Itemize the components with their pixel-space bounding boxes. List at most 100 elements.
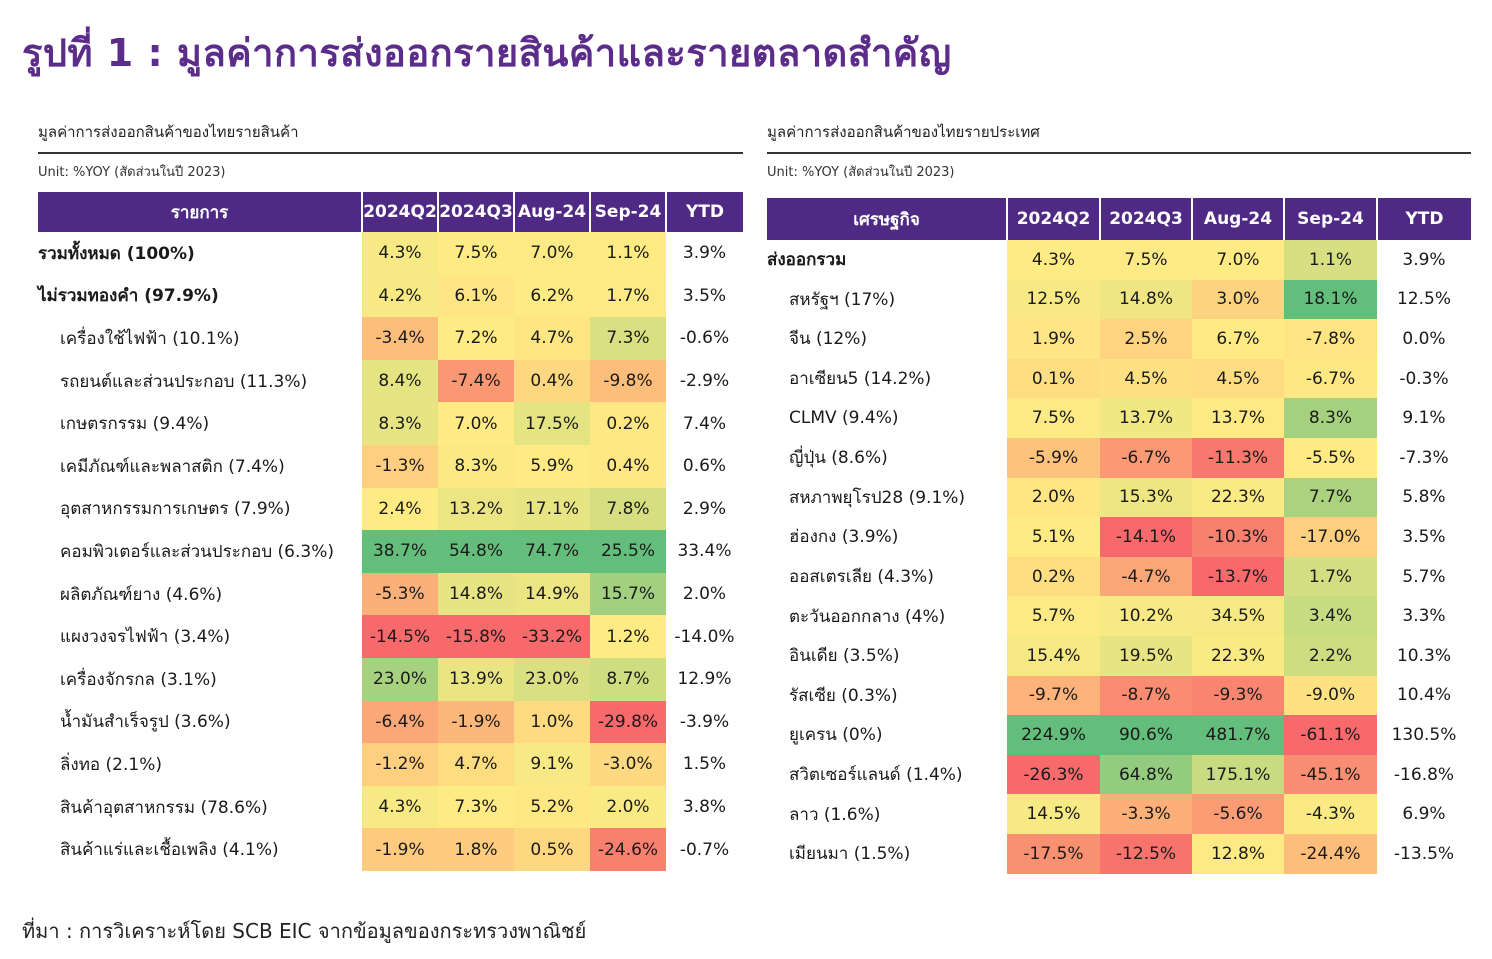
row-label: เมียนมา (1.5%) [789, 844, 911, 865]
table-row: ฮ่องกง (3.9%) 5.1% -14.1% -10.3% -17.0% 3.5% [767, 517, 1471, 557]
value-cell: 0.2% [1007, 556, 1100, 597]
value-cell: 175.1% [1192, 754, 1284, 795]
page-title: รูปที่ 1 : มูลค่าการส่งออกรายสินค้าและรา… [22, 31, 952, 75]
ytd-cell: 2.0% [666, 572, 743, 616]
value-cell: 4.3% [362, 785, 438, 829]
ytd-cell: 3.9% [666, 232, 743, 275]
value-cell: 7.3% [438, 785, 514, 829]
row-label: คอมพิวเตอร์และส่วนประกอบ (6.3%) [60, 541, 334, 562]
left-header-1: 2024Q2 [361, 192, 438, 232]
value-cell: -15.8% [438, 615, 514, 658]
value-cell: 8.3% [1284, 398, 1377, 438]
value-cell: 0.4% [590, 444, 666, 488]
value-cell: 15.3% [1100, 477, 1192, 518]
table-row: CLMV (9.4%) 7.5% 13.7% 13.7% 8.3% 9.1% [767, 398, 1471, 438]
value-cell: 2.0% [590, 785, 666, 829]
value-cell: -13.7% [1192, 556, 1284, 597]
value-cell: 2.5% [1100, 319, 1192, 359]
table-row: สินค้าแร่และเชื้อเพลิง (4.1%) -1.9% 1.8% 0.… [38, 828, 743, 871]
value-cell: 2.4% [362, 487, 438, 531]
value-cell: -5.3% [362, 572, 438, 616]
value-cell: 7.0% [514, 232, 590, 275]
country-export-table: เศรษฐกิจ 2024Q2 2024Q3 Aug-24 Sep-24 YTD ส่งอ… [767, 198, 1471, 874]
table-row: รถยนต์และส่วนประกอบ (11.3%) 8.4% -7.4% 0.4%… [38, 359, 743, 403]
value-cell: 13.9% [438, 657, 514, 701]
value-cell: -1.9% [362, 828, 438, 871]
value-cell: 8.3% [438, 444, 514, 488]
value-cell: 3.0% [1192, 279, 1284, 320]
value-cell: -5.5% [1284, 437, 1377, 478]
value-cell: 7.3% [590, 317, 666, 360]
ytd-cell: -3.9% [666, 700, 743, 744]
left-header-5: YTD [665, 192, 743, 232]
value-cell: -1.3% [362, 444, 438, 488]
row-label: จีน (12%) [789, 329, 868, 350]
value-cell: 14.9% [514, 572, 590, 616]
value-cell: 14.8% [438, 572, 514, 616]
ytd-cell: 5.8% [1377, 477, 1471, 518]
value-cell: 19.5% [1100, 635, 1192, 676]
value-cell: 12.8% [1192, 833, 1284, 874]
table-row: ยูเครน (0%) 224.9% 90.6% 481.7% -61.1% 130.5% [767, 715, 1471, 755]
value-cell: 74.7% [514, 530, 590, 573]
value-cell: 3.4% [1284, 596, 1377, 636]
row-label: ฮ่องกง (3.9%) [789, 527, 899, 548]
ytd-cell: 9.1% [1377, 398, 1471, 438]
ytd-cell: 3.3% [1377, 596, 1471, 636]
value-cell: 25.5% [590, 530, 666, 573]
table-row: รวมทั้งหมด (100%) 4.3% 7.5% 7.0% 1.1% 3.9% [38, 232, 743, 275]
value-cell: -7.8% [1284, 319, 1377, 359]
row-label: รัสเซีย (0.3%) [789, 685, 898, 706]
value-cell: -3.4% [362, 317, 438, 360]
table-row: แผงวงจรไฟฟ้า (3.4%) -14.5% -15.8% -33.2% 1.2… [38, 615, 743, 658]
source-note: ที่มา : การวิเคราะห์โดย SCB EIC จากข้อมู… [22, 919, 587, 943]
row-label: เคมีภัณฑ์และพลาสติก (7.4%) [60, 456, 285, 477]
value-cell: -3.3% [1100, 794, 1192, 834]
value-cell: -9.7% [1007, 675, 1100, 716]
value-cell: 5.7% [1007, 596, 1100, 636]
table-row: สินค้าอุตสาหกรรม (78.6%) 4.3% 7.3% 5.2% 2.0%… [38, 785, 743, 829]
value-cell: -5.9% [1007, 437, 1100, 478]
value-cell: 14.8% [1100, 279, 1192, 320]
value-cell: 14.5% [1007, 794, 1100, 834]
table-row: เคมีภัณฑ์และพลาสติก (7.4%) -1.3% 8.3% 5.9% 0… [38, 444, 743, 488]
row-label: ไม่รวมทองคำ (97.9%) [38, 286, 219, 307]
row-label: CLMV (9.4%) [789, 408, 899, 429]
value-cell: 4.2% [362, 274, 438, 318]
table-row: ญี่ปุ่น (8.6%) -5.9% -6.7% -11.3% -5.5% -7.3% [767, 437, 1471, 478]
right-header-1: 2024Q2 [1006, 198, 1100, 240]
ytd-cell: 33.4% [666, 530, 743, 573]
right-panel: มูลค่าการส่งออกสินค้าของไทยรายประเทศ Uni… [767, 120, 1471, 874]
table-row: ส่งออกรวม 4.3% 7.5% 7.0% 1.1% 3.9% [767, 240, 1471, 280]
ytd-cell: -0.3% [1377, 358, 1471, 399]
row-label: ญี่ปุ่น (8.6%) [789, 448, 888, 469]
value-cell: 0.5% [514, 828, 590, 871]
table-row: ผลิตภัณฑ์ยาง (4.6%) -5.3% 14.8% 14.9% 15.7% 2… [38, 572, 743, 616]
value-cell: 9.1% [514, 743, 590, 786]
value-cell: -6.7% [1284, 358, 1377, 399]
row-label: เครื่องใช้ไฟฟ้า (10.1%) [60, 328, 240, 349]
value-cell: 13.7% [1192, 398, 1284, 438]
row-label: แผงวงจรไฟฟ้า (3.4%) [60, 627, 231, 648]
value-cell: 12.5% [1007, 279, 1100, 320]
row-label: สินค้าแร่และเชื้อเพลิง (4.1%) [60, 840, 279, 861]
value-cell: 5.2% [514, 785, 590, 829]
value-cell: 1.8% [438, 828, 514, 871]
value-cell: 224.9% [1007, 715, 1100, 755]
value-cell: -33.2% [514, 615, 590, 658]
ytd-cell: 7.4% [666, 402, 743, 445]
value-cell: -6.7% [1100, 437, 1192, 478]
value-cell: 7.7% [1284, 477, 1377, 518]
left-panel-unit: Unit: %YOY (สัดส่วนในปี 2023) [38, 165, 226, 180]
row-label: ยูเครน (0%) [789, 725, 883, 746]
value-cell: 7.8% [590, 487, 666, 531]
value-cell: 1.1% [1284, 240, 1377, 280]
row-label: เครื่องจักรกล (3.1%) [60, 669, 217, 690]
value-cell: -17.5% [1007, 833, 1100, 874]
left-header-0: รายการ [38, 192, 362, 232]
value-cell: 64.8% [1100, 754, 1192, 795]
ytd-cell: 6.9% [1377, 794, 1471, 834]
left-panel: มูลค่าการส่งออกสินค้าของไทยรายสินค้า Uni… [38, 120, 743, 871]
value-cell: -1.2% [362, 743, 438, 786]
value-cell: 5.9% [514, 444, 590, 488]
